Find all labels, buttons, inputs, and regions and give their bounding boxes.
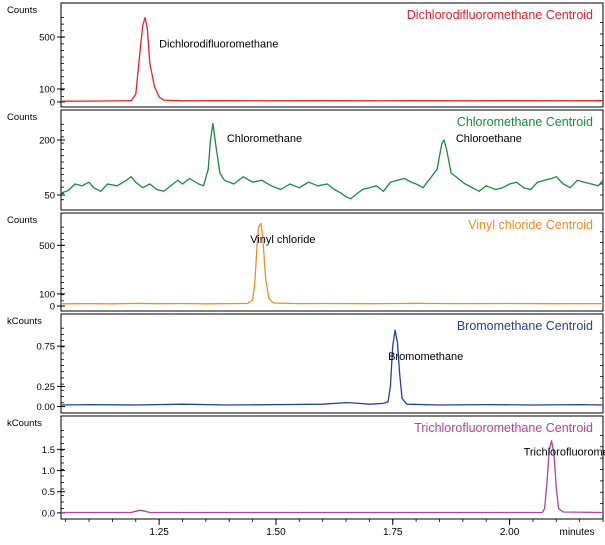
x-tick-label: 1.25 bbox=[149, 527, 169, 538]
panel-frame bbox=[60, 212, 604, 312]
peak-label: Bromomethane bbox=[388, 351, 463, 363]
panel-title: Dichlorodifluoromethane Centroid bbox=[407, 8, 593, 22]
panel-title: Chloromethane Centroid bbox=[457, 115, 593, 129]
y-tick-label: 1.0 bbox=[42, 466, 55, 477]
peak-label: Dichlorodifluoromethane bbox=[159, 38, 278, 50]
panel-title: Vinyl chloride Centroid bbox=[468, 218, 593, 232]
y-tick-label: 0 bbox=[50, 302, 55, 313]
panel-frame bbox=[60, 2, 604, 108]
series-line bbox=[60, 16, 604, 102]
x-tick-label: 2.00 bbox=[500, 527, 520, 538]
x-axis-label: minutes bbox=[559, 527, 594, 538]
x-tick-label: 1.75 bbox=[383, 527, 403, 538]
series-line bbox=[61, 440, 604, 514]
y-tick-label: 50 bbox=[44, 191, 55, 202]
x-tick-label: 1.50 bbox=[266, 527, 286, 538]
y-unit-label: Counts bbox=[7, 5, 37, 16]
y-tick-label: 200 bbox=[39, 136, 55, 147]
peak-label: Chloroethane bbox=[456, 133, 522, 145]
y-tick-label: 1.5 bbox=[42, 445, 55, 456]
y-unit-label: Counts bbox=[7, 112, 37, 123]
y-tick-label: 0 bbox=[50, 97, 55, 108]
panel-title: Bromomethane Centroid bbox=[457, 319, 593, 333]
y-tick-label: 0.75 bbox=[37, 342, 56, 353]
panel-frame bbox=[60, 415, 604, 520]
series-line bbox=[60, 222, 604, 305]
y-tick-label: 500 bbox=[39, 32, 55, 43]
panel-title: Trichlorofluoromethane Centroid bbox=[414, 421, 593, 435]
y-unit-label: kCounts bbox=[7, 418, 42, 429]
y-tick-label: 500 bbox=[39, 241, 55, 252]
panel-frame bbox=[60, 109, 604, 211]
panel-frame bbox=[60, 313, 604, 414]
y-unit-label: kCounts bbox=[7, 316, 42, 327]
series-line bbox=[60, 329, 604, 406]
y-unit-label: Counts bbox=[7, 215, 37, 226]
y-tick-label: 0.5 bbox=[42, 487, 55, 498]
y-tick-label: 100 bbox=[39, 84, 55, 95]
y-tick-label: 100 bbox=[39, 289, 55, 300]
peak-label: Chloromethane bbox=[227, 133, 302, 145]
y-tick-label: 0.00 bbox=[37, 402, 56, 413]
series-line bbox=[60, 122, 604, 200]
y-tick-label: 0.25 bbox=[37, 382, 56, 393]
peak-label: Trichlorofluoromethane bbox=[524, 447, 605, 459]
y-tick-label: 0.0 bbox=[42, 508, 55, 519]
peak-label: Vinyl chloride bbox=[250, 234, 315, 246]
